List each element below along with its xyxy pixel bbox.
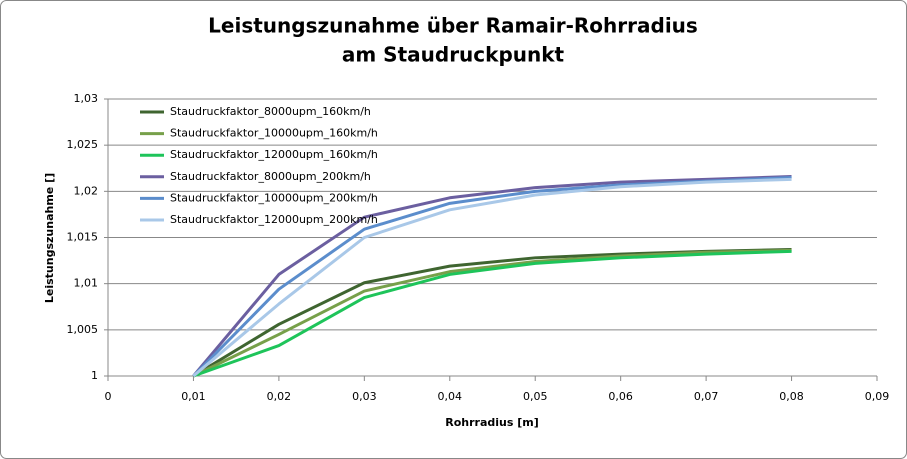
x-tick-label: 0,01 [181,390,206,403]
x-tick-label: 0,06 [608,390,633,403]
series-line [192,175,792,377]
series-line [192,177,792,378]
chart-title: am Staudruckpunkt [342,43,565,67]
x-tick-label: 0,09 [865,390,890,403]
y-tick-label: 1,015 [67,231,99,244]
legend-label: Staudruckfaktor_8000upm_200km/h [170,170,371,183]
y-tick-label: 1,03 [74,92,99,105]
legend-label: Staudruckfaktor_12000upm_160km/h [170,148,378,161]
legend-label: Staudruckfaktor_10000upm_200km/h [170,191,378,204]
x-tick-label: 0 [105,390,112,403]
series-line [192,248,792,378]
y-tick-label: 1,005 [67,323,99,336]
legend-label: Staudruckfaktor_8000upm_160km/h [170,105,371,118]
series-line [192,249,792,378]
x-tick-label: 0,05 [523,390,548,403]
x-axis-title: Rohrradius [m] [445,416,539,429]
x-tick-label: 0,04 [438,390,463,403]
legend-label: Staudruckfaktor_12000upm_200km/h [170,213,378,226]
x-tick-label: 0,07 [694,390,719,403]
y-tick-label: 1,025 [67,138,99,151]
chart-title: Leistungszunahme über Ramair-Rohrradius [208,14,698,38]
x-tick-label: 0,08 [779,390,804,403]
legend-label: Staudruckfaktor_10000upm_160km/h [170,127,378,140]
y-tick-label: 1,02 [74,184,99,197]
y-axis-title: Leistungszunahme [] [43,173,56,303]
x-tick-label: 0,02 [267,390,292,403]
y-tick-label: 1 [91,369,98,382]
y-tick-label: 1,01 [74,277,99,290]
x-tick-label: 0,03 [352,390,377,403]
